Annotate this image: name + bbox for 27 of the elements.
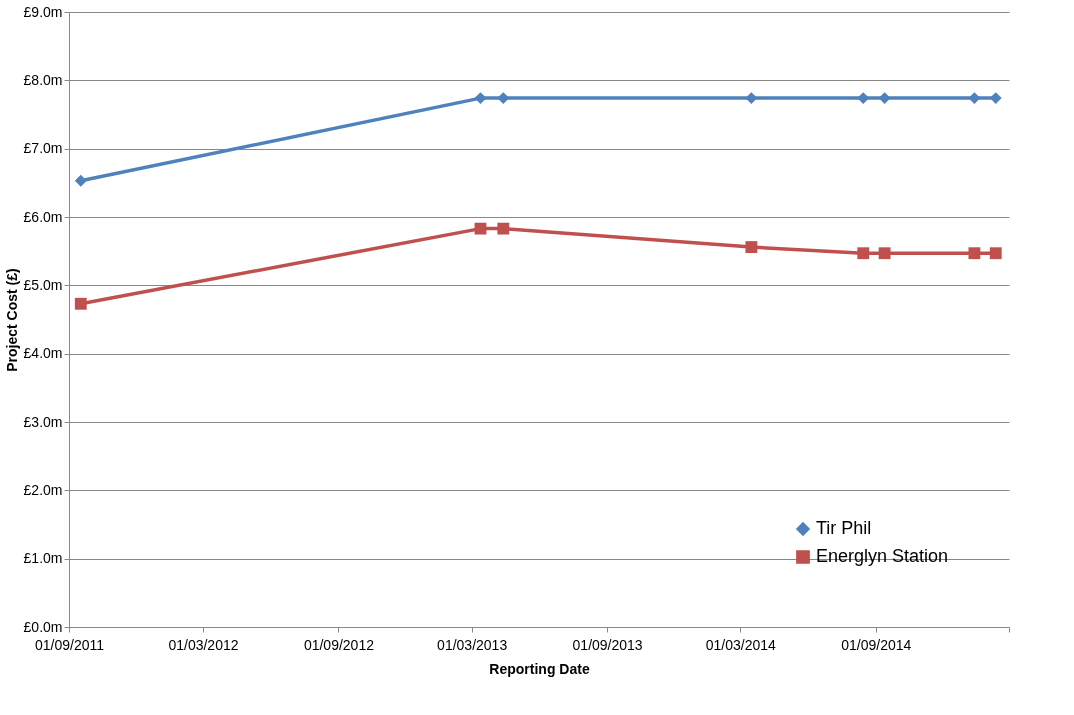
x-tick-label: 01/03/2012	[168, 636, 239, 653]
point	[74, 297, 87, 310]
y-tick-label: £5.0m	[23, 276, 63, 293]
x-tick-label: 01/09/2014	[841, 636, 912, 653]
y-tick-label: £4.0m	[23, 345, 63, 362]
y-tick-label: £8.0m	[23, 71, 63, 88]
x-tick-label: 01/03/2014	[705, 636, 777, 653]
x-tick-label: 01/03/2013	[437, 636, 508, 653]
point	[74, 174, 87, 187]
x-tick-label: 01/09/2013	[572, 636, 643, 653]
y-axis-title: Project Cost (£)	[3, 268, 20, 372]
x-tick-label: 01/09/2012	[303, 636, 375, 653]
y-tick-label: £1.0m	[23, 550, 63, 567]
y-tick-label: £0.0m	[23, 618, 63, 635]
x-axis-title: Reporting Date	[489, 660, 590, 677]
y-tick-label: £7.0m	[23, 140, 63, 157]
y-tick-label: £3.0m	[23, 413, 63, 430]
y-tick-label: £6.0m	[23, 208, 63, 225]
y-tick-label: £2.0m	[23, 481, 63, 498]
point	[989, 247, 1002, 260]
y-tick-label: £9.0m	[23, 3, 63, 20]
legend-label: Energlyn Station	[816, 546, 949, 566]
legend-label: Tir Phil	[816, 518, 872, 538]
x-tick-label: 01/09/2011	[34, 636, 105, 653]
point	[857, 247, 870, 260]
point	[878, 247, 891, 260]
point	[968, 247, 981, 260]
